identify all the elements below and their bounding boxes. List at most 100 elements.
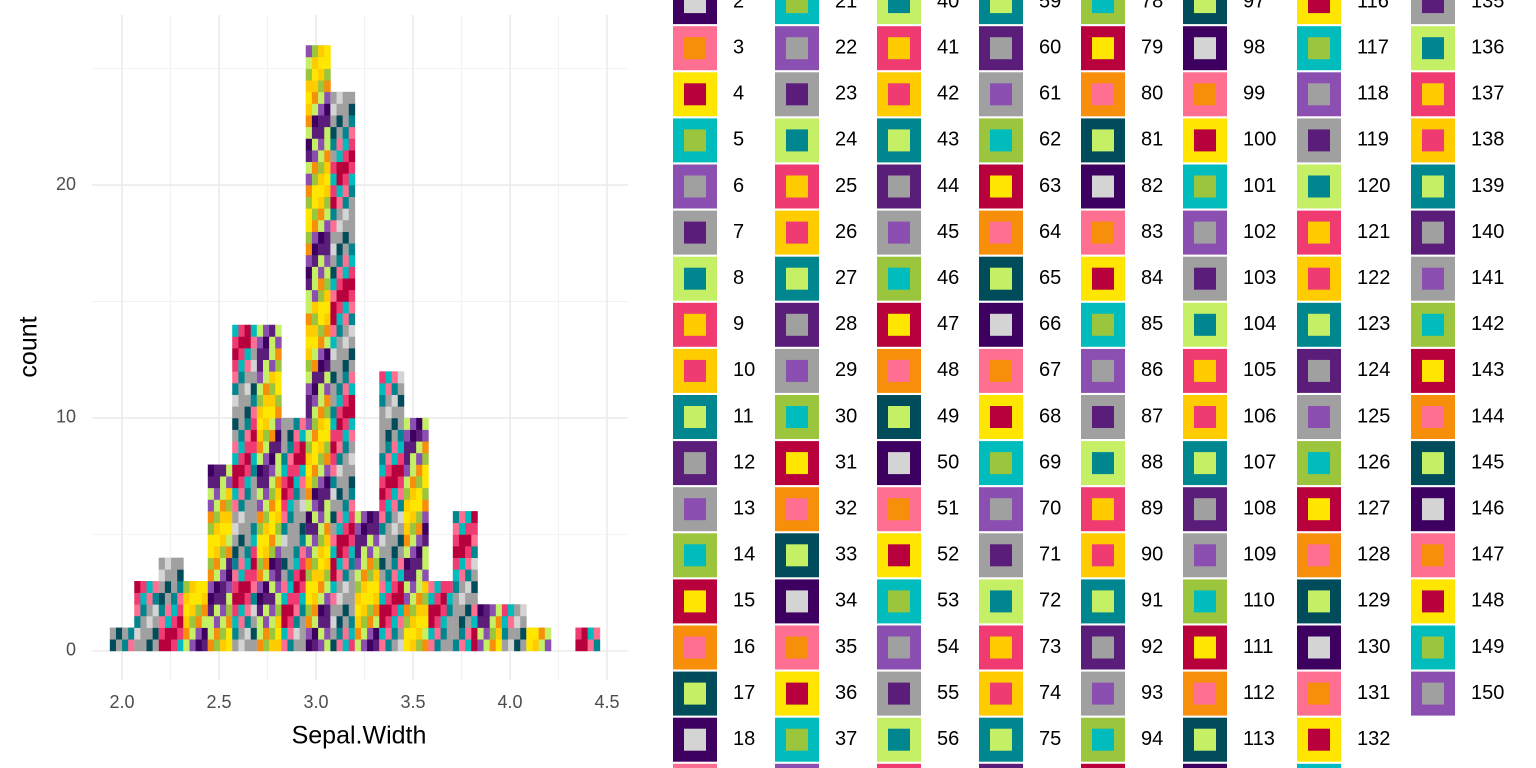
bar-tile [305,91,313,104]
bar-tile [311,208,319,221]
bar-tile [305,313,313,326]
legend-key-inner [990,83,1012,106]
legend-key-inner [684,544,706,567]
bar-tile [213,522,221,535]
bar-tile [391,406,399,419]
bar-tile [324,173,331,186]
bar-tile [391,627,399,640]
legend-label: 150 [1471,682,1504,704]
bar-tile [128,639,135,652]
bar-tile [330,406,337,419]
bar-tile [158,569,166,582]
bar-tile [385,417,392,430]
bar-tile [360,592,368,605]
bar-tile [391,592,399,605]
legend-label: 12 [733,451,755,473]
bar-tile [238,569,245,582]
bar-tile [342,499,350,512]
legend-label: 52 [937,544,959,566]
bar-tile [287,499,294,512]
bar-tile [324,359,331,372]
bar-tile [324,604,331,617]
bar-tile [238,383,245,395]
bar-tile [520,604,527,617]
bar-tile [293,511,300,524]
y-tick-label: 10 [56,407,76,427]
bar-tile [318,289,325,302]
bar-tile [575,639,582,652]
bar-tile [336,138,343,151]
legend-key-inner [1308,728,1330,751]
bar-tile [483,604,490,617]
bar-tile [238,534,245,547]
bar-tile [238,627,245,640]
bar-tile [330,196,337,209]
bar-tile [244,627,252,640]
bar-tile [336,313,343,326]
bar-tile [342,208,350,221]
bar-tile [416,487,423,500]
bar-tile [152,581,160,593]
legend-label: 97 [1243,0,1265,12]
bar-tile [348,348,356,361]
bar-tile [324,639,331,652]
bar-tile [336,557,343,570]
bar-tile [244,348,252,361]
bar-tile [158,604,166,617]
legend-key-inner [1092,175,1114,198]
legend-key-inner [1194,498,1216,521]
bar-tile [373,511,380,524]
bar-tile [410,546,417,559]
bar-tile [410,639,417,652]
bar-tile [299,464,307,477]
bar-tile [232,511,239,524]
bar-tile [495,627,503,640]
bar-tile [471,546,478,559]
bar-tile [244,441,252,454]
bar-tile [324,417,331,430]
bar-tile [238,499,245,512]
bar-tile [336,452,343,465]
legend-label: 14 [733,544,755,566]
bar-tile [336,429,343,442]
bar-tile [593,627,601,640]
bar-tile [397,639,405,652]
bar-tile [232,359,239,372]
bar-tile [244,429,252,442]
bar-tile [532,627,539,640]
bar-tile [348,546,356,559]
bar-tile [330,185,337,197]
bar-tile [391,394,399,407]
bar-tile [416,522,423,535]
bar-tile [391,546,399,559]
legend-key-inner [1422,452,1444,475]
legend-label: 18 [733,728,755,750]
bar-tile [397,464,405,477]
legend-key [775,763,819,768]
bar-tile [201,592,209,605]
bar-tile [146,581,153,593]
bar-tile [385,429,392,442]
bar-tile [287,511,294,524]
bar-tile [256,452,264,465]
bar-tile [146,604,153,617]
legend-label: 22 [835,36,857,58]
bar-tile [183,592,190,605]
bar-tile [354,604,362,617]
bar-tile [501,627,509,640]
bar-tile [287,615,294,628]
bar-tile [275,627,282,640]
legend-label: 6 [733,175,744,197]
bar-tile [269,324,276,337]
legend-key-inner [990,175,1012,198]
bar-tile [281,639,288,652]
bar-tile [275,522,282,535]
bar-tile [275,371,282,384]
bar-tile [501,615,509,628]
bar-tile [220,476,227,489]
legend-key-inner [1194,37,1216,60]
bar-tile [305,615,313,628]
legend-key-inner [888,359,910,382]
bar-tile [330,394,337,407]
bar-tile [324,56,331,69]
